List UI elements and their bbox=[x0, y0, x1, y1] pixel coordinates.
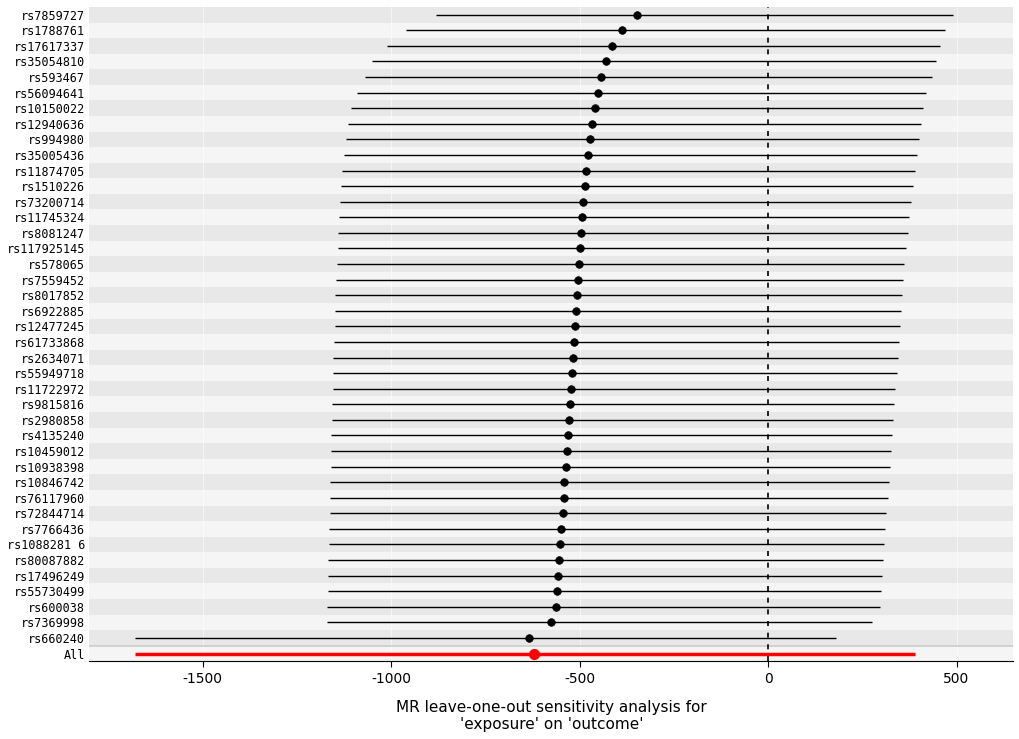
Bar bbox=[90, 552, 1012, 568]
Bar bbox=[90, 147, 1012, 163]
Bar bbox=[90, 38, 1012, 54]
Bar bbox=[90, 163, 1012, 178]
Bar bbox=[90, 490, 1012, 505]
Bar bbox=[90, 287, 1012, 303]
X-axis label: MR leave-one-out sensitivity analysis for
'exposure' on 'outcome': MR leave-one-out sensitivity analysis fo… bbox=[395, 700, 706, 732]
Bar bbox=[90, 116, 1012, 132]
Bar bbox=[90, 505, 1012, 521]
Bar bbox=[90, 615, 1012, 630]
Bar bbox=[90, 396, 1012, 412]
Bar bbox=[90, 85, 1012, 101]
Bar bbox=[90, 209, 1012, 225]
Bar bbox=[90, 443, 1012, 459]
Bar bbox=[90, 474, 1012, 490]
Bar bbox=[90, 22, 1012, 38]
Bar bbox=[90, 272, 1012, 287]
Bar bbox=[90, 178, 1012, 194]
Bar bbox=[90, 54, 1012, 69]
Bar bbox=[90, 568, 1012, 584]
Bar bbox=[90, 381, 1012, 396]
Bar bbox=[90, 584, 1012, 599]
Bar bbox=[90, 537, 1012, 552]
Bar bbox=[90, 599, 1012, 615]
Bar bbox=[90, 256, 1012, 272]
Bar bbox=[90, 630, 1012, 646]
Bar bbox=[90, 303, 1012, 319]
Bar bbox=[90, 225, 1012, 241]
Bar bbox=[90, 365, 1012, 381]
Bar bbox=[90, 7, 1012, 22]
Bar bbox=[90, 428, 1012, 443]
Bar bbox=[90, 69, 1012, 85]
Bar bbox=[90, 412, 1012, 428]
Bar bbox=[90, 334, 1012, 350]
Bar bbox=[90, 459, 1012, 474]
Bar bbox=[90, 521, 1012, 537]
Bar bbox=[90, 241, 1012, 256]
Bar bbox=[90, 350, 1012, 365]
Bar bbox=[90, 194, 1012, 209]
Bar bbox=[90, 646, 1012, 661]
Bar bbox=[90, 101, 1012, 116]
Bar bbox=[90, 132, 1012, 147]
Bar bbox=[90, 319, 1012, 334]
